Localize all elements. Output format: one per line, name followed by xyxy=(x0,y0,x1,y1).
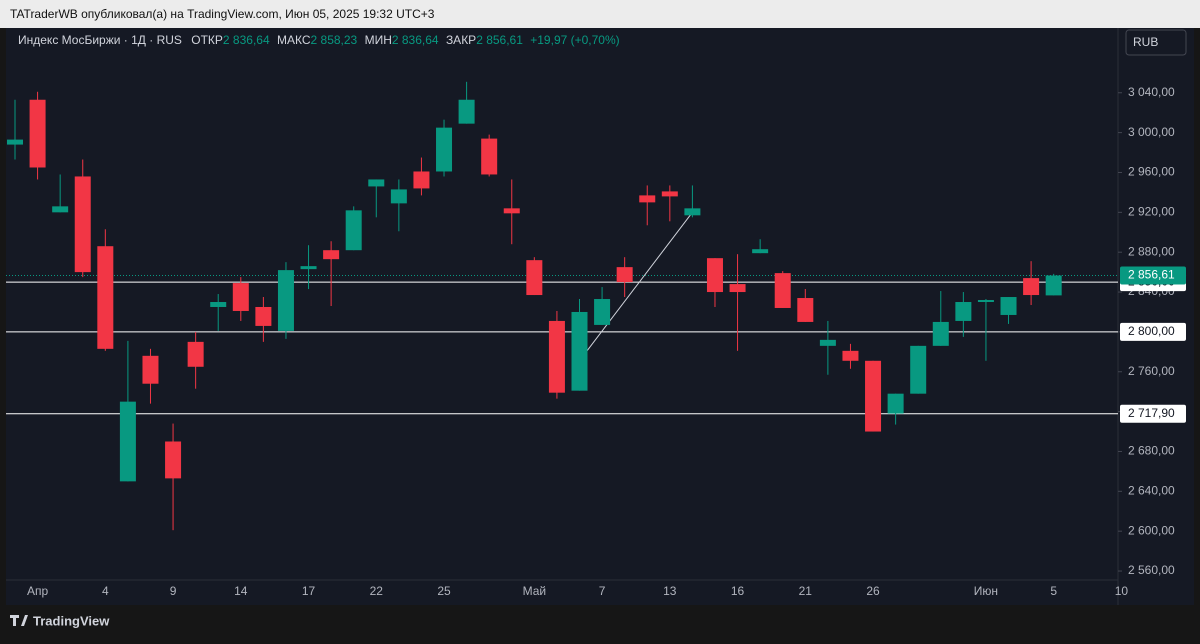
candle-body xyxy=(97,246,114,349)
y-tick-label: 2 640,00 xyxy=(1128,483,1175,497)
candle-body xyxy=(548,320,565,393)
legend-label: МИН xyxy=(365,33,392,47)
legend-label: ОТКР xyxy=(191,33,223,47)
y-tick-label: 2 680,00 xyxy=(1128,444,1175,458)
candle-body xyxy=(165,441,182,479)
x-tick-label: 21 xyxy=(799,584,813,598)
candle-body xyxy=(413,171,430,189)
candle-body xyxy=(436,127,453,172)
x-tick-label: 16 xyxy=(731,584,745,598)
candle-body xyxy=(797,298,814,322)
x-tick-label: 4 xyxy=(102,584,109,598)
header-text: TATraderWB опубликовал(а) на TradingView… xyxy=(10,7,435,21)
candle-body xyxy=(842,350,859,361)
candle-body xyxy=(503,208,520,214)
candle-body xyxy=(819,339,836,346)
last-price-label: 2 856,61 xyxy=(1128,268,1175,282)
legend-value: 2 836,64 xyxy=(223,33,270,47)
candle-body xyxy=(300,266,317,270)
candle-body xyxy=(729,284,746,293)
level-label: 2 717,90 xyxy=(1128,406,1175,420)
legend-value: 2 836,64 xyxy=(392,33,439,47)
last-price-box xyxy=(1120,266,1186,285)
candle-body xyxy=(955,302,972,321)
candle-body xyxy=(345,210,362,251)
x-tick-label: 9 xyxy=(170,584,177,598)
candle-body xyxy=(661,191,678,197)
footer-logo xyxy=(10,615,28,626)
x-tick-label: 17 xyxy=(302,584,316,598)
x-tick-label: 14 xyxy=(234,584,248,598)
currency-label[interactable]: RUB xyxy=(1133,35,1158,49)
x-tick-label: 25 xyxy=(437,584,451,598)
candle-body xyxy=(29,99,46,168)
candle-body xyxy=(1045,275,1062,296)
header-bar xyxy=(0,0,1200,28)
legend-label: МАКС xyxy=(277,33,311,47)
legend-value: 2 858,23 xyxy=(311,33,358,47)
x-tick-label: Май xyxy=(523,584,547,598)
x-tick-label: 7 xyxy=(599,584,606,598)
y-tick-label: 3 000,00 xyxy=(1128,125,1175,139)
candle-body xyxy=(210,302,227,307)
candle-body xyxy=(684,208,701,216)
candle-body xyxy=(639,195,656,203)
candle-body xyxy=(232,283,249,311)
y-tick-label: 2 920,00 xyxy=(1128,205,1175,219)
y-tick-label: 2 600,00 xyxy=(1128,523,1175,537)
chart-title: Индекс МосБиржи · 1Д · RUS xyxy=(18,33,182,47)
legend: Индекс МосБиржи · 1Д · RUS ОТКР2 836,64 … xyxy=(18,33,620,47)
candle-body xyxy=(977,300,994,303)
candle-body xyxy=(932,321,949,346)
candle-body xyxy=(7,139,23,145)
level-label: 2 800,00 xyxy=(1128,324,1175,338)
level-label-box xyxy=(1120,404,1186,423)
x-tick-label: Июн xyxy=(974,584,998,598)
candle-body xyxy=(616,267,633,283)
candle-body xyxy=(368,179,385,187)
legend-change: +19,97 (+0,70%) xyxy=(530,33,619,47)
candle-body xyxy=(142,355,159,384)
candle-body xyxy=(52,206,69,213)
y-tick-label: 2 880,00 xyxy=(1128,244,1175,258)
candle-body xyxy=(119,401,136,482)
footer-bar xyxy=(0,605,1200,639)
candle-body xyxy=(481,138,498,175)
x-tick-label: 22 xyxy=(370,584,384,598)
candle-body xyxy=(910,345,927,394)
y-tick-label: 2 760,00 xyxy=(1128,364,1175,378)
x-tick-label: 5 xyxy=(1050,584,1057,598)
candle-body xyxy=(526,260,543,296)
candle-body xyxy=(187,341,204,367)
y-tick-label: 2 560,00 xyxy=(1128,563,1175,577)
candle-body xyxy=(706,258,723,293)
candle-body xyxy=(458,99,475,124)
candle-body xyxy=(1023,278,1040,296)
candle-body xyxy=(887,393,904,414)
y-tick-label: 2 960,00 xyxy=(1128,165,1175,179)
candle-body xyxy=(865,360,882,432)
x-tick-label: 13 xyxy=(663,584,677,598)
x-tick-label: 10 xyxy=(1115,584,1129,598)
candle-body xyxy=(571,311,588,391)
legend-value: 2 856,61 xyxy=(476,33,523,47)
candle-body xyxy=(594,299,611,325)
candle-body xyxy=(74,176,91,273)
level-label-box xyxy=(1120,322,1186,341)
x-tick-label: 26 xyxy=(866,584,880,598)
candle-body xyxy=(774,273,791,308)
trend-line xyxy=(585,212,693,353)
candle-body xyxy=(1000,297,1017,315)
candle-body xyxy=(255,306,272,326)
candle-body xyxy=(277,270,294,331)
candle-body xyxy=(323,250,340,260)
x-tick-label: Апр xyxy=(27,584,49,598)
candle-body xyxy=(390,189,407,204)
y-tick-label: 3 040,00 xyxy=(1128,85,1175,99)
footer-text: TradingView xyxy=(33,613,110,628)
legend-label: ЗАКР xyxy=(446,33,476,47)
currency-button[interactable] xyxy=(1125,29,1187,56)
candle-body xyxy=(752,249,769,254)
